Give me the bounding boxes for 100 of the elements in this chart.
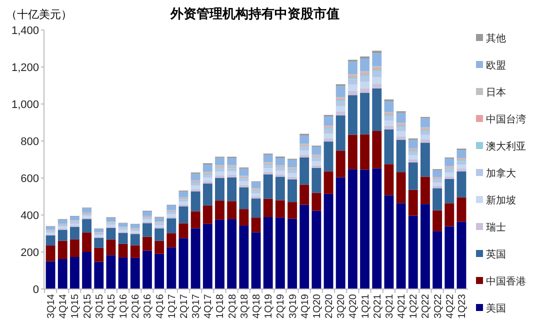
bar (444, 169, 454, 172)
bar (178, 192, 188, 198)
bar (420, 140, 430, 143)
bar (154, 228, 164, 241)
bar (142, 236, 152, 251)
bar (70, 239, 80, 257)
bar (456, 164, 466, 169)
bar (312, 168, 322, 193)
bar (154, 240, 164, 254)
bar (372, 71, 382, 78)
x-tick-label: 4Q19 (300, 294, 311, 318)
bar (239, 178, 249, 182)
bar (202, 174, 212, 178)
x-tick-label: 2Q21 (372, 294, 384, 318)
bar (46, 235, 56, 246)
bar (300, 204, 310, 289)
bar (275, 200, 285, 218)
bar (106, 240, 116, 256)
bar (348, 90, 358, 96)
x-tick-label: 1Q22 (408, 294, 420, 318)
bar (190, 228, 200, 289)
bar (360, 92, 370, 134)
bar (94, 248, 104, 262)
bar (106, 218, 116, 222)
bar (360, 170, 370, 289)
bar (312, 146, 322, 155)
bar (336, 150, 346, 178)
bar (202, 224, 212, 289)
x-tick-label: 1Q18 (215, 294, 226, 318)
bar (384, 126, 394, 130)
x-tick-label: 2Q22 (420, 294, 432, 318)
bar (384, 195, 394, 289)
bar (251, 218, 261, 232)
x-tick-label: 2Q18 (227, 294, 238, 318)
bar (444, 203, 454, 226)
y-tick-label: 200 (20, 246, 39, 259)
bar (312, 210, 322, 289)
bar (142, 211, 152, 216)
bar (263, 165, 273, 168)
bar (456, 197, 466, 222)
legend-label: 其他 (486, 32, 506, 44)
bar (154, 218, 164, 222)
legend-label: 中国台湾 (486, 114, 526, 126)
bar (94, 229, 104, 232)
x-tick-label: 4Q17 (203, 294, 214, 318)
x-tick-label: 3Q21 (384, 294, 396, 318)
bar (239, 226, 249, 289)
x-tick-label: 3Q14 (46, 294, 58, 318)
bar (312, 161, 322, 166)
x-tick-label: 3Q17 (191, 294, 202, 318)
x-tick-label: 1Q16 (118, 294, 130, 318)
bar (336, 177, 346, 289)
bar (202, 177, 212, 182)
bar (444, 178, 454, 204)
legend-label: 日本 (486, 86, 506, 98)
x-tick-label: 4Q16 (154, 294, 166, 318)
x-tick-label: 4Q18 (252, 294, 262, 318)
bar (444, 226, 454, 289)
x-tick-label: 3Q18 (239, 294, 250, 318)
bar (420, 204, 430, 289)
x-tick-label: 4Q15 (106, 294, 118, 318)
bar (420, 131, 430, 135)
bar (58, 240, 68, 260)
bar (263, 154, 273, 162)
bar (190, 191, 200, 212)
bar (456, 150, 466, 158)
bar (420, 118, 430, 128)
bar (82, 252, 92, 289)
legend-label: 瑞士 (486, 222, 506, 234)
legend-label: 新加坡 (486, 194, 516, 206)
bar (288, 202, 297, 219)
y-tick-label: 1,400 (11, 24, 39, 37)
bar (300, 154, 310, 158)
bar (46, 226, 56, 230)
x-tick-label: 4Q20 (348, 294, 360, 318)
x-tick-label: 3Q20 (336, 294, 348, 318)
bar (130, 234, 140, 246)
bar (227, 177, 237, 202)
x-tick-label: 1Q20 (312, 294, 323, 318)
bar (106, 228, 116, 240)
bar (408, 140, 418, 148)
bar (288, 160, 297, 168)
bar (324, 138, 334, 142)
bar (82, 232, 92, 252)
bar (348, 169, 358, 289)
bar (142, 223, 152, 237)
bar (384, 129, 394, 164)
bar (360, 82, 370, 88)
bar (312, 192, 322, 211)
x-tick-label: 2Q20 (324, 294, 336, 318)
bar (94, 238, 104, 248)
bar (251, 190, 261, 194)
bar (263, 172, 273, 174)
y-tick-label: 1,200 (11, 62, 39, 74)
y-tick-label: 600 (20, 172, 39, 185)
bar (432, 170, 442, 178)
bar (456, 168, 466, 172)
bar (190, 174, 200, 180)
chart-title: 外资管理机构持有中资股市值 (170, 6, 340, 21)
bar (324, 142, 334, 172)
